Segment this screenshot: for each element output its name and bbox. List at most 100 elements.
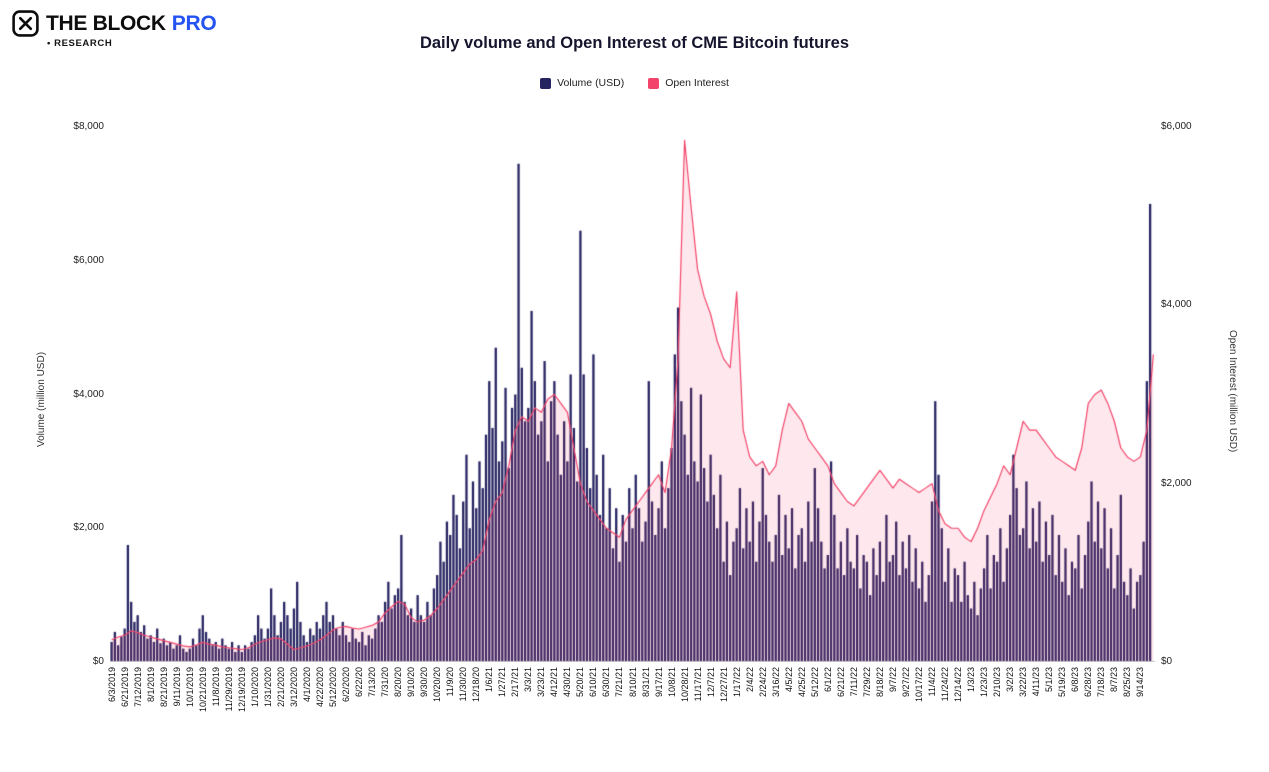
x-tick-label: 2/24/22 (757, 667, 768, 698)
x-tick-label: 4/5/22 (783, 667, 794, 693)
y-tick-label-left: $2,000 (73, 522, 104, 534)
x-tick-label: 1/17/22 (731, 667, 742, 698)
x-tick-label: 4/11/23 (1031, 667, 1042, 697)
x-tick-label: 9/17/21 (653, 667, 664, 698)
brand-name-text: THE BLOCK (46, 11, 166, 35)
x-tick-label: 7/31/20 (380, 667, 391, 698)
x-tick-label: 6/22/20 (354, 667, 365, 698)
x-tick-label: 8/20/20 (393, 667, 404, 698)
x-tick-label: 12/14/22 (953, 667, 964, 703)
x-tick-label: 1/31/2020 (262, 667, 273, 708)
x-tick-label: 9/10/20 (406, 667, 417, 698)
the-block-logo: THE BLOCK PRO • RESEARCH (12, 10, 217, 49)
x-tick-label: 10/8/21 (666, 667, 677, 698)
legend-open-interest-label: Open Interest (665, 77, 729, 89)
x-tick-label: 6/30/21 (601, 667, 612, 698)
x-tick-label: 2/10/23 (992, 667, 1003, 698)
x-tick-label: 8/1/2019 (145, 667, 156, 703)
legend-item-open-interest: Open Interest (648, 77, 729, 89)
x-tick-label: 3/22/23 (1018, 667, 1029, 698)
x-tick-label: 12/18/20 (471, 667, 482, 703)
x-tick-label: 12/7/21 (705, 667, 716, 698)
x-tick-label: 8/18/22 (874, 667, 885, 698)
x-tick-label: 8/10/21 (627, 667, 638, 698)
x-tick-label: 11/30/20 (458, 667, 469, 702)
x-tick-label: 9/27/22 (900, 667, 911, 698)
x-tick-label: 6/28/23 (1083, 667, 1094, 698)
x-tick-label: 6/3/2019 (106, 667, 117, 703)
x-tick-label: 11/8/2019 (210, 667, 221, 707)
x-tick-label: 5/19/23 (1057, 667, 1068, 698)
x-tick-label: 7/21/21 (614, 667, 625, 698)
x-tick-label: 2/21/2020 (275, 667, 286, 708)
y-tick-label-right: $6,000 (1161, 121, 1192, 132)
x-tick-label: 6/21/2019 (119, 667, 130, 708)
x-tick-label: 6/1/22 (822, 667, 833, 693)
legend-volume-label: Volume (USD) (557, 77, 625, 89)
x-tick-label: 9/14/23 (1135, 667, 1146, 698)
y-tick-label-right: $2,000 (1161, 477, 1192, 489)
x-tick-label: 6/2/2020 (341, 667, 352, 703)
x-tick-label: 3/12/2020 (288, 667, 299, 708)
x-tick-label: 4/12/21 (549, 667, 560, 698)
y-tick-label-right: $4,000 (1161, 299, 1192, 311)
x-tick-label: 8/21/2019 (158, 667, 169, 708)
x-tick-label: 8/31/21 (640, 667, 651, 698)
x-tick-label: 1/23/23 (979, 667, 990, 698)
x-tick-label: 6/10/21 (588, 667, 599, 698)
brand-research-label: • RESEARCH (47, 38, 113, 49)
x-tick-label: 3/3/21 (523, 667, 534, 693)
x-tick-label: 10/21/2019 (197, 667, 208, 713)
x-tick-label: 2/4/22 (744, 667, 755, 693)
x-tick-label: 8/25/23 (1122, 667, 1133, 698)
x-tick-label: 8/7/23 (1109, 667, 1120, 693)
y-tick-label-left: $6,000 (73, 254, 104, 266)
x-tick-label: 1/10/2020 (249, 667, 260, 708)
right-axis-title: Open Interest (million USD) (1227, 330, 1238, 453)
x-tick-label: 10/17/22 (913, 667, 924, 703)
y-tick-label-left: $0 (92, 656, 104, 667)
x-tick-label: 6/21/22 (835, 667, 846, 698)
the-block-logo-icon (12, 10, 39, 37)
x-tick-label: 11/29/2019 (223, 667, 234, 712)
x-tick-label: 11/9/20 (445, 667, 456, 697)
x-tick-label: 4/1/2020 (301, 667, 312, 703)
x-tick-label: 11/4/22 (927, 667, 937, 697)
x-tick-label: 3/16/22 (770, 667, 781, 698)
x-tick-label: 3/2/23 (1005, 667, 1016, 693)
x-tick-label: 7/29/22 (861, 667, 872, 698)
y-tick-label-left: $8,000 (73, 121, 104, 132)
chart-title: Daily volume and Open Interest of CME Bi… (419, 34, 850, 52)
chart-legend: Volume (USD) Open Interest (0, 77, 1269, 89)
x-tick-label: 7/12/2019 (132, 667, 143, 708)
x-tick-label: 11/17/21 (692, 667, 703, 702)
x-tick-label: 6/8/23 (1070, 667, 1081, 693)
x-tick-label: 7/13/20 (367, 667, 378, 698)
y-tick-label-left: $4,000 (73, 388, 104, 400)
x-tick-label: 9/7/22 (887, 667, 898, 693)
x-tick-label: 5/12/2020 (327, 667, 338, 708)
x-tick-label: 1/6/21 (484, 667, 495, 693)
open-interest-swatch-icon (648, 77, 660, 89)
x-tick-label: 12/27/21 (718, 667, 729, 703)
x-tick-label: 5/20/21 (575, 667, 586, 698)
x-tick-label: 5/12/22 (809, 667, 820, 698)
x-tick-label: 5/1/23 (1044, 667, 1055, 693)
x-tick-label: 1/27/21 (497, 667, 508, 698)
x-tick-label: 2/17/21 (510, 667, 521, 698)
x-tick-label: 12/19/2019 (236, 667, 247, 713)
x-tick-label: 1/3/23 (966, 667, 977, 693)
x-tick-label: 4/22/2020 (314, 667, 325, 708)
x-tick-label: 9/11/2019 (171, 667, 182, 707)
brand-pro-text: PRO (171, 11, 217, 35)
x-tick-label: 7/11/22 (848, 667, 859, 697)
cme-futures-chart-plot (110, 127, 1155, 662)
x-tick-label: 10/20/20 (432, 667, 443, 703)
brand-name: THE BLOCK PRO (46, 11, 217, 36)
x-tick-label: 9/30/20 (419, 667, 430, 698)
x-tick-label: 10/1/2019 (184, 667, 195, 708)
x-tick-label: 3/23/21 (536, 667, 547, 698)
x-tick-label: 7/18/23 (1096, 667, 1107, 698)
x-tick-label: 10/28/21 (679, 667, 690, 703)
